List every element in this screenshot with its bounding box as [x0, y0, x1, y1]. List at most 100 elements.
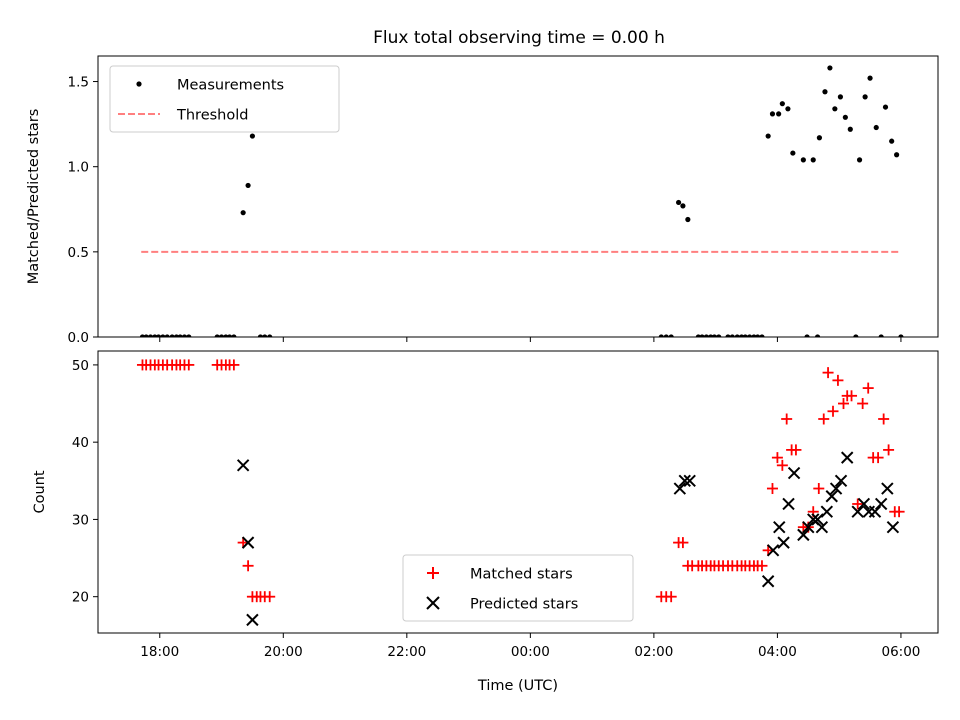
predicted-star-point	[811, 513, 824, 526]
measurement-point	[257, 334, 264, 337]
x-tick-label: 18:00	[140, 644, 179, 660]
bottom-panel-frame	[97, 350, 939, 634]
measurement-point	[160, 334, 166, 337]
predicted-star-point	[868, 505, 882, 518]
measurement-point	[734, 334, 740, 337]
matched-star-point	[264, 591, 276, 603]
measurement-point	[804, 334, 810, 337]
measurement-point	[837, 94, 844, 100]
matched-star-point	[838, 398, 849, 410]
predicted-star-point	[820, 505, 834, 518]
measurement-point	[856, 157, 863, 163]
matched-star-point	[242, 560, 254, 572]
bottom-panel-ticks: 18:00 20:00 22:00 00:00 02:00 04:00 06:00 20 30 4…	[72, 358, 921, 660]
matched-star-point	[776, 459, 788, 471]
y-tick-label: 20	[72, 590, 89, 606]
predicted-star-point	[825, 490, 838, 503]
x-tick-label: 04:00	[758, 644, 797, 660]
measurement-point	[267, 334, 273, 337]
measurement-point	[725, 334, 731, 337]
measurement-point	[155, 334, 162, 337]
predicted-star-point	[236, 459, 250, 472]
matched-star-point	[822, 367, 834, 379]
predicted-star-point	[797, 528, 810, 542]
top-panel: 0.0 0.5 1.0 1.5 Matched/Predicted stars Mea…	[26, 55, 939, 346]
measurement-point	[164, 334, 170, 337]
legend-predicted-label: Predicted stars	[470, 597, 578, 613]
measurement-point	[810, 157, 816, 163]
measurement-point	[711, 334, 718, 337]
measurement-point	[862, 94, 868, 100]
measurement-point	[668, 334, 674, 337]
matched-star-point	[183, 359, 195, 371]
measurement-point	[177, 334, 183, 337]
top-legend-box	[109, 65, 340, 133]
predicted-star-point	[678, 474, 691, 488]
y-tick-label: 0.5	[68, 245, 89, 261]
matched-star-point	[846, 390, 858, 402]
matched-star-point	[677, 537, 689, 549]
matched-star-point	[862, 382, 874, 394]
measurement-point	[894, 152, 900, 158]
predicted-star-point	[881, 482, 894, 495]
measurement-point	[832, 106, 838, 112]
top-panel-marks	[139, 65, 904, 337]
matched-star-point	[790, 444, 802, 456]
matched-star-point	[766, 483, 778, 495]
predicted-star-point	[782, 497, 795, 511]
measurement-point	[755, 334, 761, 337]
matched-star-point	[893, 506, 905, 518]
measurement-point	[699, 334, 705, 337]
measurement-point	[827, 65, 833, 71]
measurement-point	[143, 334, 149, 337]
measurement-point	[226, 334, 233, 337]
measurement-point	[214, 334, 220, 337]
predicted-star-point	[834, 474, 848, 488]
matched-star-point	[771, 452, 783, 464]
measurement-point	[898, 334, 904, 337]
measurement-point	[675, 199, 682, 206]
y-tick-label: 50	[72, 358, 89, 374]
matched-star-point	[878, 413, 890, 425]
legend-threshold-label: Threshold	[176, 108, 248, 124]
measurement-point	[658, 334, 664, 337]
top-panel-ticks: 0.0 0.5 1.0 1.5	[68, 75, 902, 346]
measurement-point	[663, 334, 669, 337]
matched-star-point	[883, 444, 895, 456]
predicted-star-point	[829, 482, 843, 495]
predicted-star-point	[773, 520, 786, 534]
measurement-point	[231, 334, 237, 337]
measurement-point	[262, 334, 268, 337]
measurement-point	[249, 133, 256, 139]
matched-star-point	[781, 413, 793, 425]
measurement-point	[800, 157, 806, 163]
predicted-star-point	[874, 497, 888, 511]
measurement-point	[867, 75, 873, 81]
legend-measurements-marker	[136, 81, 142, 87]
measurement-point	[218, 334, 225, 337]
predicted-star-point	[851, 505, 864, 518]
measurement-point	[742, 334, 748, 337]
matched-star-point	[827, 405, 839, 417]
x-tick-label: 22:00	[387, 644, 426, 660]
measurement-point	[240, 210, 246, 216]
measurement-point	[776, 111, 782, 117]
x-tick-label: 00:00	[511, 644, 550, 660]
measurement-point	[847, 126, 853, 132]
predicted-star-point	[815, 520, 829, 534]
bottom-x-axis-label: Time (UTC)	[477, 678, 558, 694]
measurement-point	[822, 89, 828, 95]
bottom-panel-marks	[136, 359, 905, 627]
measurement-point	[889, 138, 895, 144]
matched-star-point	[665, 591, 677, 603]
matched-star-point	[872, 452, 884, 464]
measurement-point	[245, 182, 251, 189]
figure-title: Flux total observing time = 0.00 h	[373, 28, 665, 48]
predicted-star-point	[787, 466, 801, 480]
predicted-star-point	[886, 520, 900, 534]
matched-star-point	[813, 483, 825, 495]
bottom-panel: 18:00 20:00 22:00 00:00 02:00 04:00 06:00 20 30 4…	[32, 350, 939, 694]
measurement-point	[785, 106, 791, 112]
predicted-star-point	[673, 482, 687, 495]
